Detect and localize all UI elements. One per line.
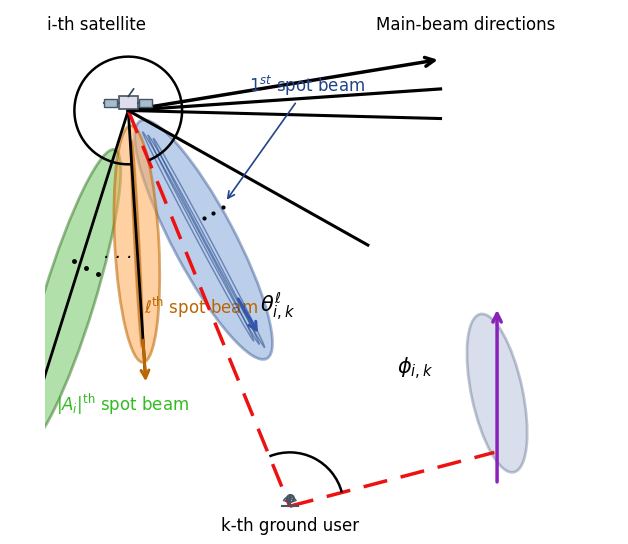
Ellipse shape: [135, 120, 273, 360]
Text: . . .: . . .: [104, 244, 133, 262]
Ellipse shape: [17, 150, 121, 448]
Polygon shape: [119, 96, 138, 109]
Polygon shape: [104, 98, 117, 107]
Ellipse shape: [114, 126, 160, 362]
Text: $|A_i|$$^{\rm th}$ spot beam: $|A_i|$$^{\rm th}$ spot beam: [55, 391, 189, 417]
Text: Main-beam directions: Main-beam directions: [376, 16, 555, 34]
Text: 1$^{st}$ spot beam: 1$^{st}$ spot beam: [228, 74, 365, 198]
Text: $\ell$$^{\rm th}$ spot beam: $\ell$$^{\rm th}$ spot beam: [144, 294, 258, 319]
Ellipse shape: [467, 314, 527, 472]
Polygon shape: [139, 98, 153, 107]
Text: $\theta^{\ell}_{i,k}$: $\theta^{\ell}_{i,k}$: [260, 291, 295, 323]
Text: i-th satellite: i-th satellite: [48, 16, 146, 34]
Text: $\phi_{i,k}$: $\phi_{i,k}$: [398, 356, 434, 382]
Text: k-th ground user: k-th ground user: [220, 517, 359, 535]
